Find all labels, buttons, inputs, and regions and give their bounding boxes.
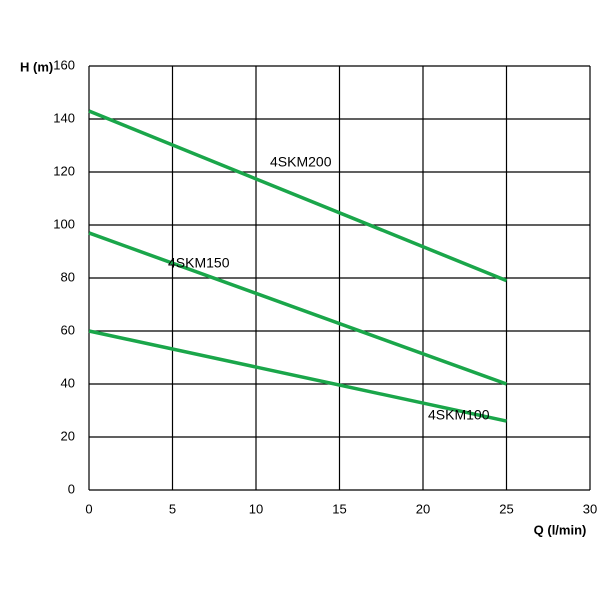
x-tick-label: 0: [85, 501, 92, 516]
x-tick-label: 25: [499, 501, 513, 516]
x-tick-label: 15: [332, 501, 346, 516]
x-tick-label: 20: [416, 501, 430, 516]
series-label: 4SKM100: [428, 407, 490, 423]
x-tick-label: 5: [169, 501, 176, 516]
y-axis-label: H (m): [20, 59, 53, 74]
y-tick-label: 120: [53, 163, 75, 178]
y-tick-label: 100: [53, 216, 75, 231]
series-label: 4SKM200: [270, 154, 332, 170]
x-tick-label: 10: [249, 501, 263, 516]
series-line: [88, 231, 508, 386]
y-tick-label: 40: [61, 375, 75, 390]
y-tick-label: 80: [61, 269, 75, 284]
x-axis-label: Q (l/min): [534, 522, 587, 537]
y-tick-label: 0: [68, 481, 75, 496]
series-label: 4SKM150: [168, 255, 230, 271]
y-tick-label: 60: [61, 322, 75, 337]
x-tick-label: 30: [583, 501, 597, 516]
y-tick-label: 20: [61, 428, 75, 443]
series-line: [88, 109, 508, 283]
series-line: [88, 329, 507, 423]
y-tick-label: 140: [53, 110, 75, 125]
y-tick-label: 160: [53, 57, 75, 72]
